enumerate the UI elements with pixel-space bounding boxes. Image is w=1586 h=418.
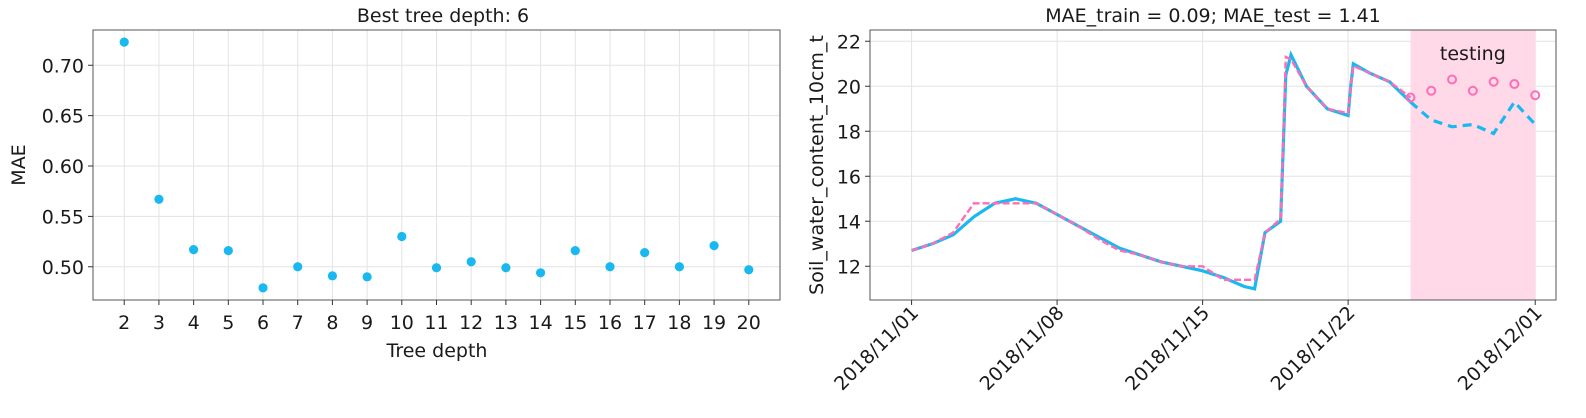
left-data-point [709, 240, 719, 251]
predicted-test-point [1467, 85, 1478, 96]
left-data-point [362, 272, 372, 282]
left-data-point [154, 194, 164, 204]
left-chart: Best tree depth: 6 2 3 4 5 6 7 8 9 10 11 12 13 14 15 1… [8, 5, 781, 362]
left-data-point [570, 246, 580, 256]
left-data-point [258, 283, 268, 293]
left-chart-title: Best tree depth: 6 [357, 5, 529, 27]
left-data-point [466, 257, 476, 267]
predicted-test-point [1405, 92, 1416, 103]
left-data-point [640, 248, 650, 258]
left-gridlines [93, 30, 780, 300]
left-x-tick-label: 6 [257, 312, 269, 334]
right-chart-title: MAE_train = 0.09; MAE_test = 1.41 [1045, 5, 1381, 27]
left-x-tick-label: 14 [528, 312, 552, 334]
right-y-tick-label: 14 [837, 211, 861, 233]
right-y-tick-label: 22 [837, 31, 861, 53]
left-data-point [431, 263, 442, 273]
right-y-axis-label: Soil_water_content_10cm_t [806, 35, 828, 295]
left-data-point [501, 263, 511, 273]
testing-region [1410, 30, 1536, 300]
right-plot-frame [869, 29, 1557, 301]
observed-series-line [911, 50, 1412, 291]
left-data-point [293, 262, 303, 272]
right-x-ticks: 2018/11/01 2018/11/08 2018/11/15 2018/11/22… [830, 300, 1547, 395]
predicted-test-point [1447, 74, 1458, 85]
right-y-tick-label: 18 [837, 121, 861, 143]
left-points [119, 37, 754, 293]
right-y-tick-label: 16 [837, 166, 861, 188]
predicted-series-line [911, 55, 1412, 281]
testing-label: testing [1440, 43, 1506, 65]
left-y-tick-label: 0.60 [42, 156, 84, 178]
right-y-ticks: 12 14 16 18 20 22 [837, 31, 870, 278]
right-x-tick-label: 2018/11/08 [976, 302, 1069, 395]
left-x-tick-label: 2 [118, 312, 130, 334]
right-chart: MAE_train = 0.09; MAE_test = 1.41 testin… [806, 5, 1557, 395]
left-x-tick-label: 16 [598, 312, 622, 334]
left-data-point [674, 262, 684, 272]
left-data-point [189, 245, 199, 255]
left-data-point [535, 268, 546, 278]
predicted-test-point [1426, 85, 1437, 96]
left-y-ticks: 0.50 0.55 0.60 0.65 0.70 [42, 55, 93, 279]
left-x-tick-label: 9 [361, 312, 373, 334]
left-y-tick-label: 0.65 [42, 106, 84, 128]
left-x-tick-label: 3 [153, 312, 165, 334]
right-y-tick-label: 20 [837, 76, 861, 98]
predicted-test-point [1509, 79, 1520, 89]
left-data-point [605, 262, 615, 272]
predicted-test-point [1488, 76, 1499, 87]
left-x-tick-label: 4 [188, 312, 200, 334]
left-x-tick-label: 11 [424, 312, 448, 334]
right-x-tick-label: 2018/11/22 [1267, 302, 1360, 395]
left-x-tick-label: 8 [326, 312, 338, 334]
left-x-axis-label: Tree depth [386, 340, 488, 362]
left-x-tick-label: 17 [633, 312, 657, 334]
left-data-point [327, 271, 338, 281]
right-series [911, 50, 1541, 291]
left-x-tick-label: 19 [702, 312, 726, 334]
left-data-point [223, 246, 233, 256]
left-y-tick-label: 0.50 [42, 257, 84, 279]
left-x-tick-label: 13 [494, 312, 518, 334]
right-y-tick-label: 12 [837, 256, 861, 278]
predicted-test-point [1530, 90, 1541, 101]
left-x-tick-label: 18 [667, 312, 691, 334]
left-y-tick-label: 0.70 [42, 55, 84, 77]
left-x-tick-label: 15 [563, 312, 587, 334]
left-y-tick-label: 0.55 [42, 206, 84, 228]
right-x-tick-label: 2018/11/01 [830, 302, 923, 395]
left-x-tick-label: 12 [459, 312, 483, 334]
left-x-ticks: 2 3 4 5 6 7 8 9 10 11 12 13 14 15 16 17 18 19 20 [118, 300, 761, 334]
left-x-tick-label: 10 [390, 312, 414, 334]
left-data-point [744, 265, 754, 275]
left-x-tick-label: 20 [737, 312, 761, 334]
right-x-tick-label: 2018/12/01 [1454, 302, 1547, 395]
left-x-tick-label: 7 [292, 312, 304, 334]
left-data-point [397, 231, 407, 242]
left-y-axis-label: MAE [8, 144, 30, 185]
left-x-tick-label: 5 [222, 312, 234, 334]
left-data-point [119, 37, 129, 47]
right-x-tick-label: 2018/11/15 [1121, 302, 1214, 395]
